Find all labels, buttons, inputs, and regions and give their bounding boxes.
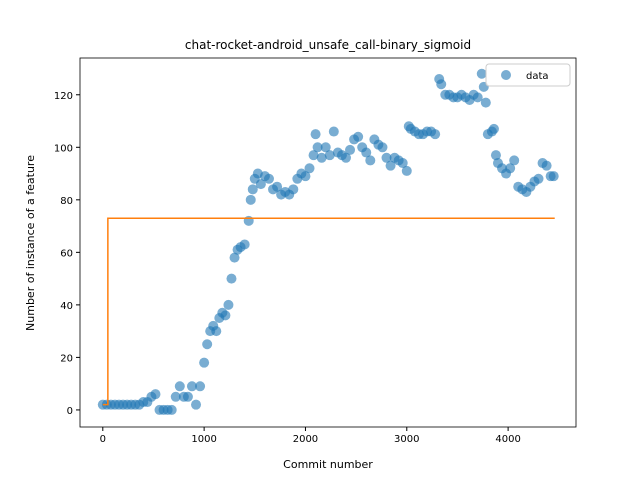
data-point — [226, 273, 237, 284]
data-point — [312, 142, 323, 153]
data-point — [488, 123, 499, 134]
data-point — [202, 339, 213, 350]
data-point — [186, 381, 197, 392]
data-point — [229, 252, 240, 263]
x-tick-label: 2000 — [293, 434, 318, 445]
y-tick-label: 100 — [54, 143, 73, 154]
y-tick-label: 80 — [60, 196, 73, 207]
data-point — [397, 158, 408, 169]
data-point — [263, 173, 274, 184]
data-point — [247, 184, 258, 195]
x-axis-label: Commit number — [283, 458, 373, 471]
y-tick-label: 60 — [60, 248, 73, 259]
data-point — [182, 391, 193, 402]
data-point — [548, 171, 559, 182]
data-point — [361, 147, 372, 158]
data-point — [541, 160, 552, 171]
data-point — [199, 357, 210, 368]
data-point — [401, 165, 412, 176]
data-point — [166, 404, 177, 415]
data-point — [328, 126, 339, 137]
data-point — [304, 163, 315, 174]
data-point — [300, 171, 311, 182]
legend-box — [485, 63, 571, 87]
data-point — [436, 79, 447, 90]
data-point — [288, 184, 299, 195]
data-point — [385, 160, 396, 171]
y-tick-label: 40 — [60, 301, 73, 312]
data-point — [243, 215, 254, 226]
x-tick-label: 4000 — [495, 434, 520, 445]
data-point — [353, 131, 364, 142]
data-point — [509, 155, 520, 166]
data-point — [170, 391, 181, 402]
legend-label: data — [526, 71, 549, 82]
data-point — [345, 144, 356, 155]
data-point — [320, 142, 331, 153]
y-tick-label: 120 — [54, 91, 73, 102]
data-point — [430, 129, 441, 140]
data-point — [195, 381, 206, 392]
data-point — [220, 310, 231, 321]
line-series — [102, 217, 555, 406]
axes-frame — [79, 57, 577, 428]
data-point — [324, 150, 335, 161]
legend-marker — [501, 70, 511, 80]
data-point — [239, 239, 250, 250]
data-point — [245, 194, 256, 205]
data-point — [476, 68, 487, 79]
data-point — [255, 179, 266, 190]
x-tick-label: 3000 — [394, 434, 419, 445]
x-tick-label: 0 — [100, 434, 106, 445]
y-axis-label: Number of instance of a feature — [24, 155, 37, 331]
data-point — [316, 152, 327, 163]
data-point — [223, 299, 234, 310]
data-point — [365, 155, 376, 166]
data-point — [340, 152, 351, 163]
data-point — [174, 381, 185, 392]
x-tick-label: 1000 — [191, 434, 216, 445]
data-point — [381, 152, 392, 163]
data-point — [308, 150, 319, 161]
y-tick-label: 20 — [60, 353, 73, 364]
data-point — [150, 389, 161, 400]
data-point — [272, 181, 283, 192]
y-tick-label: 0 — [67, 406, 73, 417]
data-point — [480, 97, 491, 108]
data-point — [505, 163, 516, 174]
data-point — [377, 142, 388, 153]
data-point — [490, 150, 501, 161]
chart-title: chat-rocket-android_unsafe_call-binary_s… — [185, 38, 471, 52]
data-point — [191, 399, 202, 410]
data-point — [472, 92, 483, 103]
scatter-series — [97, 68, 559, 415]
data-point — [533, 173, 544, 184]
data-point — [211, 326, 222, 337]
data-point — [310, 129, 321, 140]
